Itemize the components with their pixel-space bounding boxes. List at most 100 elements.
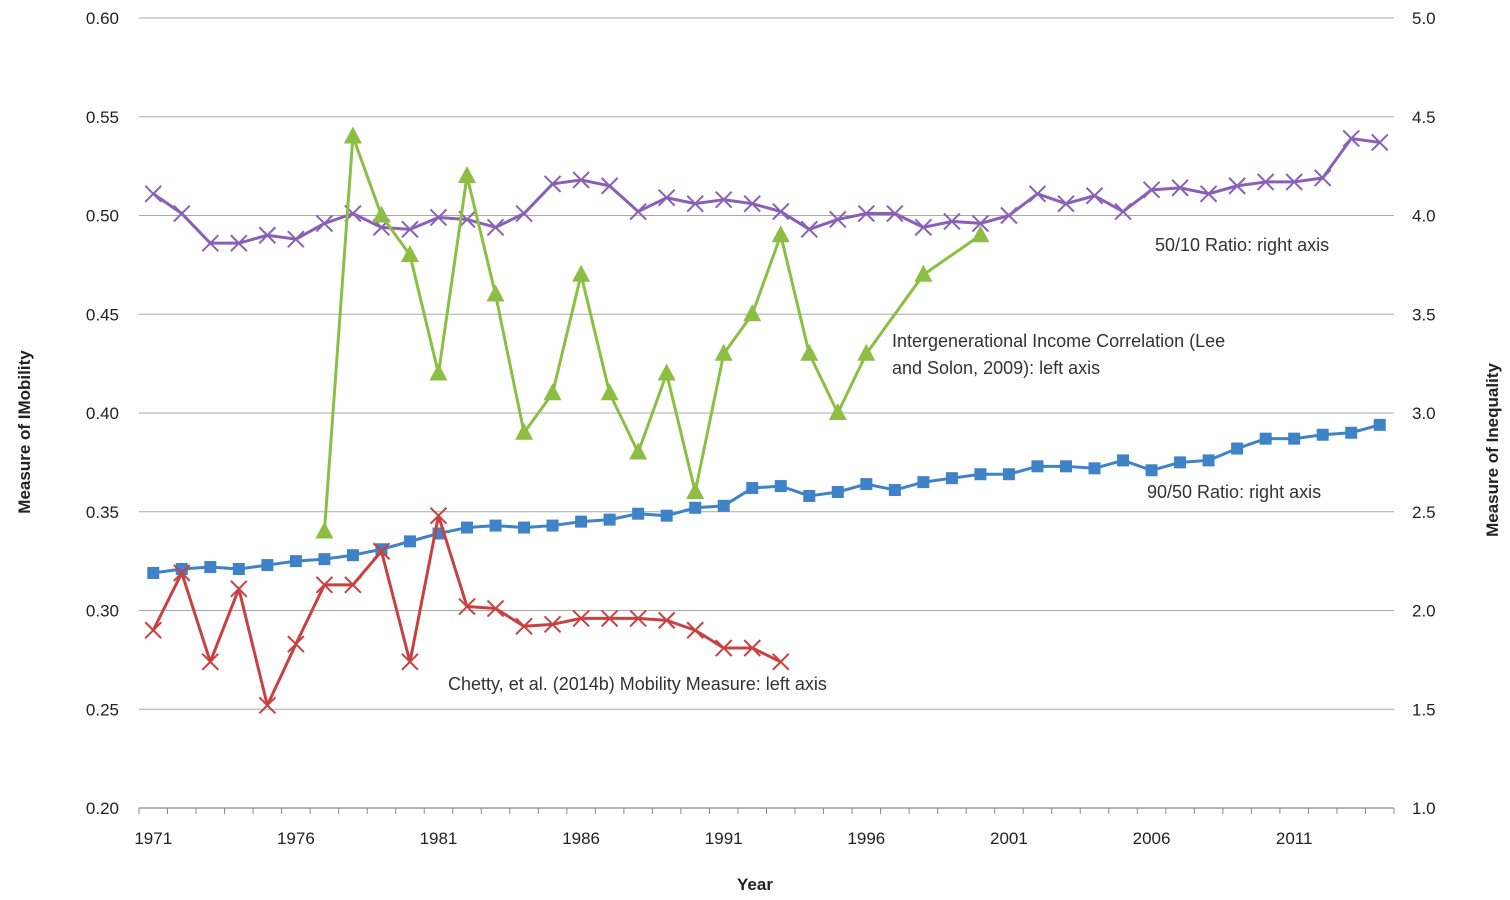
data-point xyxy=(800,220,818,239)
data-point xyxy=(572,171,590,189)
data-point xyxy=(746,482,759,495)
data-point xyxy=(1000,206,1018,225)
data-point xyxy=(515,422,534,440)
data-point xyxy=(315,214,334,233)
data-point xyxy=(458,597,476,616)
data-point xyxy=(289,555,302,568)
data-point xyxy=(1256,173,1275,191)
data-point xyxy=(600,383,619,401)
y-axis-title-right: Measure of Inequality xyxy=(1483,363,1502,537)
data-point xyxy=(1031,460,1044,473)
data-point xyxy=(458,166,477,183)
data-point xyxy=(575,515,588,528)
y-tick-label-left: 0.35 xyxy=(86,503,119,522)
data-point xyxy=(543,615,562,634)
data-point xyxy=(888,484,901,497)
data-point xyxy=(1285,173,1303,191)
data-point xyxy=(1345,426,1358,439)
data-point xyxy=(686,482,705,499)
data-point xyxy=(147,566,160,579)
y-tick-label-left: 0.40 xyxy=(86,404,119,423)
data-point xyxy=(772,202,790,221)
data-point xyxy=(743,194,761,213)
data-point xyxy=(1059,460,1072,473)
label-chetty: Chetty, et al. (2014b) Mobility Measure:… xyxy=(448,674,827,694)
series-line xyxy=(152,136,1380,245)
x-tick-label: 1971 xyxy=(134,829,172,848)
data-point xyxy=(603,513,616,526)
data-point xyxy=(261,559,274,572)
data-point xyxy=(860,478,873,491)
y-tick-label-right: 1.0 xyxy=(1412,799,1436,818)
data-point xyxy=(230,580,248,598)
y-axis-title-left: Measure of IMobility xyxy=(15,350,34,514)
data-point xyxy=(572,264,591,282)
data-point xyxy=(943,212,961,231)
data-point xyxy=(173,564,191,582)
data-point xyxy=(375,543,388,556)
data-point xyxy=(857,343,876,361)
data-point xyxy=(201,653,220,671)
data-point xyxy=(1231,442,1244,455)
x-tick-label: 2006 xyxy=(1133,829,1171,848)
data-point xyxy=(917,476,930,489)
data-point xyxy=(403,535,416,548)
data-point xyxy=(945,472,958,485)
data-point xyxy=(632,507,645,520)
data-point xyxy=(400,245,419,262)
data-point xyxy=(486,599,505,618)
data-point xyxy=(287,230,305,248)
y-tick-label-right: 4.0 xyxy=(1412,207,1436,226)
data-point xyxy=(1174,456,1187,469)
data-point xyxy=(686,194,704,213)
annotations: 50/10 Ratio: right axis Intergenerationa… xyxy=(448,235,1329,694)
data-point xyxy=(1288,432,1301,445)
y-tick-label-right: 2.5 xyxy=(1412,503,1436,522)
data-point xyxy=(600,177,619,195)
data-point xyxy=(829,210,847,229)
data-point xyxy=(346,549,359,562)
data-point xyxy=(657,611,676,630)
data-point xyxy=(971,225,990,243)
x-tick-label: 1996 xyxy=(847,829,885,848)
data-point xyxy=(175,563,188,576)
data-point xyxy=(518,521,531,534)
x-tick-label: 1986 xyxy=(562,829,600,848)
data-point xyxy=(515,617,533,636)
data-point xyxy=(344,576,362,594)
data-point xyxy=(743,639,761,657)
data-point xyxy=(1145,464,1158,477)
data-point xyxy=(461,521,474,534)
y-tick-label-right: 2.0 xyxy=(1412,602,1436,621)
data-point xyxy=(1259,432,1272,445)
data-point xyxy=(1085,187,1104,205)
data-point xyxy=(204,561,217,574)
data-point xyxy=(629,609,647,628)
y-tick-label-left: 0.30 xyxy=(86,602,119,621)
data-point xyxy=(258,696,277,715)
data-point xyxy=(372,205,391,223)
y-tick-label-left: 0.55 xyxy=(86,108,119,127)
x-tick-label: 1976 xyxy=(277,829,315,848)
data-point xyxy=(546,519,559,532)
data-point xyxy=(201,234,220,252)
data-point xyxy=(689,501,702,514)
data-point xyxy=(1373,418,1386,431)
data-point xyxy=(315,576,334,594)
series-chetty-mobility xyxy=(144,506,790,715)
label-intergenerational-line1: Intergenerational Income Correlation (Le… xyxy=(892,331,1225,351)
axes: 0.20 1.0 0.25 1.5 0.30 2.0 0.35 2.5 0.40 3.0 0.45 3… xyxy=(86,9,1436,848)
data-point xyxy=(831,486,844,498)
data-point xyxy=(489,519,502,532)
data-point xyxy=(715,190,733,209)
x-tick-label: 1991 xyxy=(705,829,743,848)
data-point xyxy=(1002,468,1015,481)
data-point xyxy=(1199,185,1218,203)
data-point xyxy=(857,204,876,223)
data-point xyxy=(974,468,987,481)
data-point xyxy=(144,621,162,639)
data-point xyxy=(914,218,933,237)
data-point xyxy=(803,489,816,502)
